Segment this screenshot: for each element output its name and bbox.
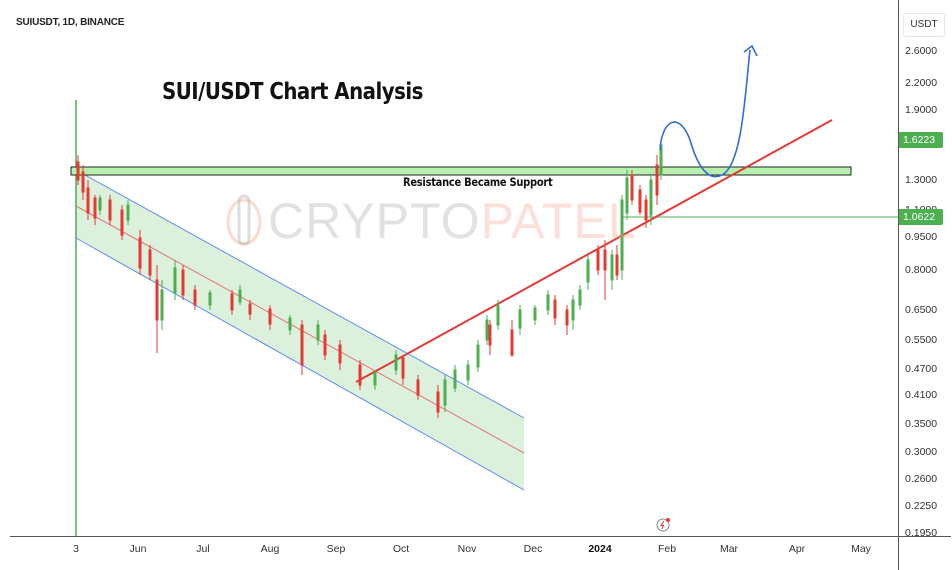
flash-alert-icon[interactable] [655,516,671,532]
y-axis-label: 2.2000 [905,77,938,89]
y-axis-label: 0.2250 [905,500,938,512]
y-axis-label: 2.6000 [905,45,938,57]
x-axis-label: Jul [196,543,210,555]
y-axis-label: 0.3000 [905,446,938,458]
x-axis-label: Feb [657,543,677,555]
chart-title: SUI/USDT Chart Analysis [162,79,423,105]
watermark-logo-icon [226,194,262,246]
x-axis-label: Sep [326,543,346,555]
y-axis-label: 1.9000 [905,104,938,116]
x-axis-border [10,536,951,537]
projected-path [659,49,751,178]
y-axis-label: 0.8000 [905,264,938,276]
x-axis-label: Aug [260,543,280,555]
x-axis-label: May [851,543,871,555]
zone-annotation: Resistance Became Support [403,175,553,189]
y-axis-label: 0.4700 [905,363,938,375]
x-axis-label: Dec [523,543,543,555]
x-axis-label: Apr [788,543,806,555]
y-axis-label: 0.4100 [905,389,938,401]
channel-midline [75,205,525,454]
y-axis-label: 1.3000 [905,174,938,186]
watermark-text: CRYPTOPATEL [268,193,637,249]
symbol-label: SUIUSDT, 1D, BINANCE [16,17,125,28]
y-axis-label: 0.2600 [905,473,938,485]
resistance-support-zone [70,166,852,176]
x-axis-label: 3 [73,543,79,555]
y-axis-label: 0.6500 [905,304,938,316]
y-axis-border [898,0,899,570]
x-axis-label: Mar [719,543,739,555]
price-tag: 1.6223 [899,132,943,148]
projection-arrowhead-icon [743,44,758,57]
channel-lower-line [75,237,525,491]
x-axis-label: Jun [129,543,147,555]
rising-trendline [355,119,833,383]
x-axis-label: Nov [457,543,477,555]
candles [76,140,663,418]
channel-upper-line [75,169,525,419]
y-axis-label: 0.5500 [905,334,938,346]
price-tag: 1.0622 [899,209,943,225]
y-axis-label: 0.1950 [905,527,938,539]
y-axis-label: 0.3500 [905,418,938,430]
currency-unit-button[interactable]: USDT [903,13,945,37]
x-axis-label: 2024 [588,543,612,555]
y-axis-label: 0.9500 [905,231,938,243]
x-axis-label: Oct [392,543,410,555]
